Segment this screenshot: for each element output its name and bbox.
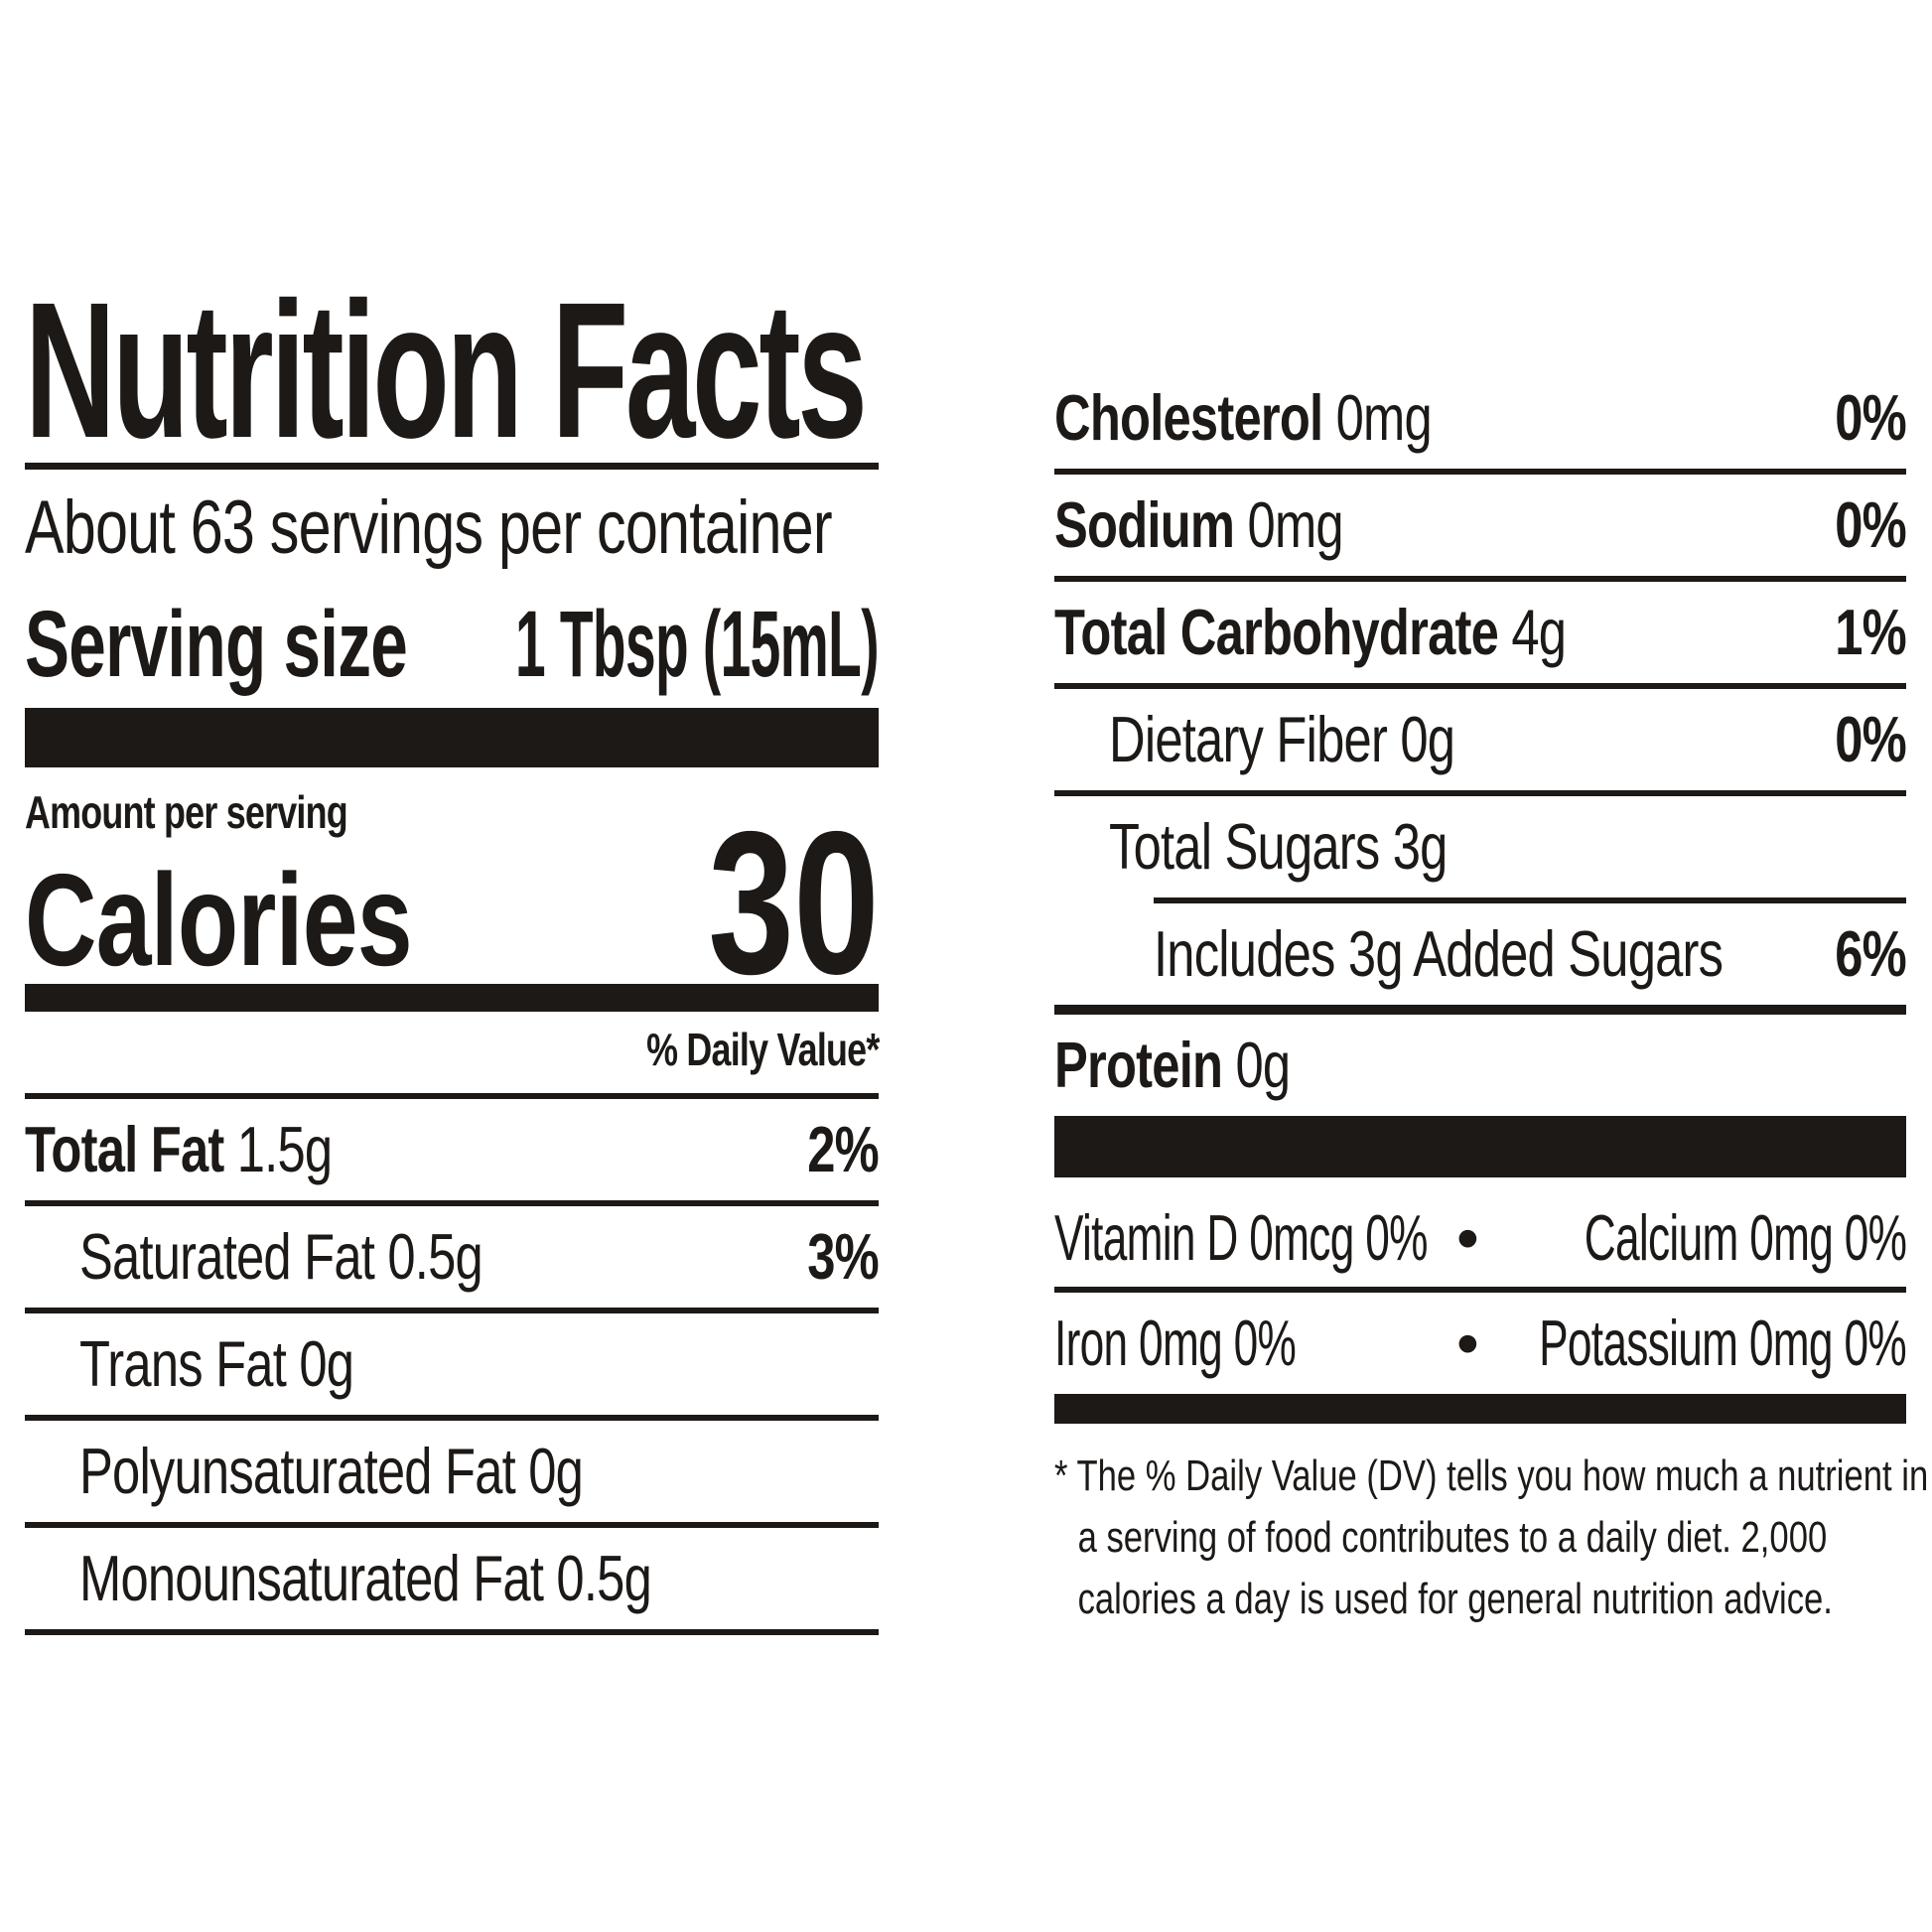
- daily-value-percent: 0%: [1835, 488, 1907, 561]
- serving-size-value: 1 Tbsp (15mL): [515, 592, 880, 697]
- daily-value-header-row: % Daily Value*: [25, 1024, 880, 1075]
- calories-divider-bar: [25, 984, 879, 1012]
- daily-value-percent: 3%: [807, 1220, 880, 1293]
- nutrient-row-protein: Protein 0g: [1054, 1015, 1906, 1116]
- serving-size-label: Serving size: [25, 592, 408, 697]
- label-title: Nutrition Facts: [25, 262, 868, 479]
- nutrient-name: Protein 0g: [1054, 1029, 1291, 1101]
- nutrient-amount: 1.5g: [223, 1113, 333, 1185]
- calories-label: Calories: [25, 847, 413, 993]
- nutrition-facts-side-panel: Cholesterol 0mg 0% Sodium 0mg 0% Total C…: [1054, 367, 1928, 1630]
- servings-per-container: About 63 servings per container: [25, 485, 833, 570]
- calcium-value: Calcium 0mg 0%: [1584, 1201, 1906, 1274]
- nutrient-name-bold: Total Carbohydrate: [1054, 596, 1499, 668]
- nutrient-amount: 0mg: [1234, 488, 1344, 561]
- nutrient-name: Sodium 0mg: [1054, 488, 1344, 561]
- bullet-separator-icon: •: [1456, 1307, 1479, 1379]
- serving-size-row: Serving size 1 Tbsp (15mL): [25, 592, 880, 697]
- section-divider-thick-bar: [25, 708, 879, 767]
- micronutrient-row-1: Vitamin D 0mcg 0% • Calcium 0mg 0%: [1054, 1177, 1907, 1287]
- nutrient-amount: 0g: [1222, 1029, 1291, 1101]
- label-title-block: Nutrition Facts: [25, 268, 879, 470]
- daily-value-footnote: * The % Daily Value (DV) tells you how m…: [1054, 1451, 1929, 1623]
- nutrient-row-total-carbohydrate: Total Carbohydrate 4g 1%: [1054, 576, 1907, 683]
- nutrient-row-polyunsaturated-fat: Polyunsaturated Fat 0g: [25, 1415, 879, 1522]
- nutrient-table-left: Total Fat 1.5g 2% Saturated Fat 0.5g 3% …: [25, 1093, 880, 1635]
- nutrient-row-monounsaturated-fat: Monounsaturated Fat 0.5g: [25, 1522, 879, 1629]
- amount-per-serving-row: Amount per serving: [25, 789, 879, 835]
- nutrient-row-trans-fat: Trans Fat 0g: [25, 1308, 879, 1415]
- nutrient-row-cholesterol: Cholesterol 0mg 0%: [1054, 367, 1907, 469]
- daily-value-header: % Daily Value*: [645, 1024, 880, 1075]
- daily-value-footnote-block: * The % Daily Value (DV) tells you how m…: [1054, 1446, 1928, 1630]
- iron-value: Iron 0mg 0%: [1054, 1307, 1297, 1379]
- amount-per-serving: Amount per serving: [25, 786, 348, 838]
- subsection-divider: [1054, 1005, 1906, 1015]
- footnote-divider-bar: [1054, 1394, 1906, 1424]
- daily-value-percent: 6%: [1835, 917, 1907, 990]
- nutrient-name-bold: Sodium: [1054, 488, 1235, 561]
- daily-value-percent: 0%: [1835, 703, 1907, 775]
- nutrient-row-total-fat: Total Fat 1.5g 2%: [25, 1093, 880, 1200]
- nutrient-name-bold: Total Fat: [25, 1113, 224, 1185]
- nutrient-name: Total Carbohydrate 4g: [1054, 596, 1567, 668]
- section-divider-thick-bar: [1054, 1116, 1906, 1177]
- nutrient-row-added-sugars: Includes 3g Added Sugars 6%: [1054, 903, 1907, 1005]
- vitamin-d-value: Vitamin D 0mcg 0%: [1054, 1201, 1428, 1274]
- nutrient-name: Dietary Fiber 0g: [1109, 703, 1455, 775]
- nutrition-facts-main-panel: Nutrition Facts About 63 servings per co…: [25, 268, 880, 1635]
- daily-value-percent: 2%: [807, 1113, 880, 1185]
- nutrient-name: Includes 3g Added Sugars: [1154, 917, 1724, 990]
- nutrient-amount: 0mg: [1322, 381, 1433, 454]
- daily-value-percent: 1%: [1835, 596, 1907, 668]
- nutrient-name-bold: Cholesterol: [1054, 381, 1323, 454]
- nutrient-row-dietary-fiber: Dietary Fiber 0g 0%: [1054, 683, 1907, 790]
- bullet-separator-icon: •: [1456, 1201, 1479, 1274]
- nutrient-name: Total Fat 1.5g: [25, 1113, 333, 1185]
- nutrient-name: Monounsaturated Fat 0.5g: [79, 1542, 652, 1614]
- nutrient-name: Trans Fat 0g: [79, 1327, 354, 1400]
- nutrient-row-sodium: Sodium 0mg 0%: [1054, 469, 1907, 576]
- daily-value-percent: 0%: [1835, 381, 1907, 454]
- nutrient-name: Total Sugars 3g: [1109, 810, 1448, 883]
- nutrient-name: Polyunsaturated Fat 0g: [79, 1435, 584, 1507]
- potassium-value: Potassium 0mg 0%: [1539, 1307, 1907, 1379]
- micronutrient-row-2: Iron 0mg 0% • Potassium 0mg 0%: [1054, 1287, 1907, 1394]
- nutrient-name-bold: Protein: [1054, 1029, 1223, 1101]
- nutrient-amount: 4g: [1498, 596, 1567, 668]
- indented-divider: [1154, 897, 1906, 903]
- calories-row: Calories 30: [25, 801, 880, 1005]
- calories-value: 30: [708, 789, 880, 1017]
- nutrient-name: Saturated Fat 0.5g: [79, 1220, 483, 1293]
- nutrient-row-saturated-fat: Saturated Fat 0.5g 3%: [25, 1200, 880, 1308]
- nutrient-name: Cholesterol 0mg: [1054, 381, 1433, 454]
- nutrient-row-total-sugars: Total Sugars 3g: [1054, 790, 1906, 897]
- servings-per-container-row: About 63 servings per container: [25, 489, 879, 567]
